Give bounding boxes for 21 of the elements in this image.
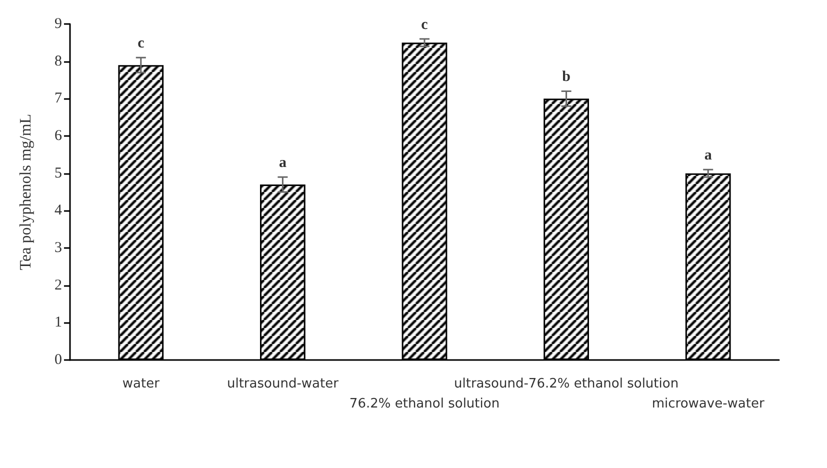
x-tick-label: water: [122, 376, 160, 392]
x-tick-label: ultrasound-water: [226, 376, 340, 392]
y-tick-label: 6: [54, 128, 62, 144]
y-tick-label: 1: [54, 314, 62, 331]
x-tick-label: microwave-water: [652, 396, 765, 412]
y-tick-label: 4: [54, 202, 62, 219]
y-tick-label: 8: [54, 53, 62, 70]
y-axis-title: Tea polyphenols mg/mL: [18, 114, 34, 270]
y-tick-label: 5: [54, 165, 62, 182]
y-tick-label: 9: [54, 16, 62, 32]
annotation: a: [704, 148, 712, 164]
annotation: b: [562, 69, 570, 86]
x-tick-label: ultrasound-76.2% ethanol solution: [454, 376, 679, 392]
annotation: c: [138, 36, 145, 52]
y-tick-label: 2: [54, 277, 62, 294]
y-tick-label: 7: [54, 90, 62, 107]
y-tick-label: 0: [54, 352, 62, 368]
y-tick-label: 3: [54, 240, 62, 256]
x-tick-label: 76.2% ethanol solution: [349, 396, 500, 412]
annotation: a: [278, 155, 287, 172]
annotation: c: [421, 16, 428, 33]
